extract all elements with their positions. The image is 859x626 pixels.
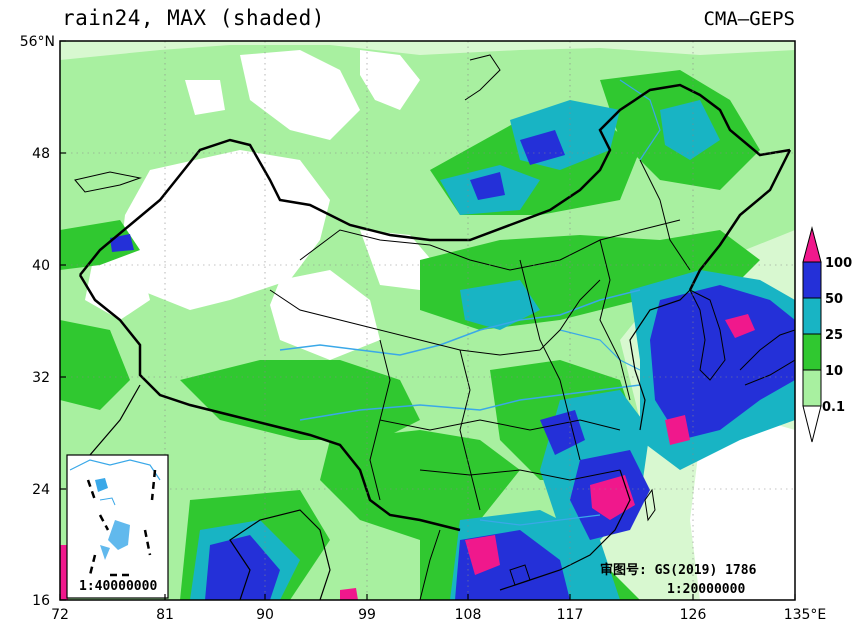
map-frame [59, 40, 796, 601]
graticule [60, 41, 795, 600]
colorbar-segment-50 [802, 261, 822, 299]
colorbar-segment-25 [802, 297, 822, 335]
lon-label: 81 [156, 607, 174, 623]
map-approval-number: 审图号: GS(2019) 1786 [600, 562, 757, 578]
colorbar-label: 50 [825, 292, 843, 307]
lat-label: 40 [32, 258, 50, 274]
colorbar-segment-100plus [802, 226, 822, 263]
lon-label: 117 [557, 607, 584, 623]
lat-label: 32 [32, 370, 50, 386]
colorbar-label: 100 [825, 256, 852, 271]
colorbar-segment-10 [802, 333, 822, 371]
lat-label: 24 [32, 482, 50, 498]
inset-scale-label: 1:40000000 [79, 579, 157, 594]
lon-label: 90 [256, 607, 274, 623]
map-title: rain24, MAX (shaded) [62, 6, 325, 30]
lat-label: 16 [32, 593, 50, 609]
model-source-label: CMA—GEPS [703, 8, 795, 30]
colorbar-label: 25 [825, 328, 843, 343]
lon-label: 126 [680, 607, 707, 623]
rainfall-shading-layer [60, 41, 795, 600]
colorbar-label: 10 [825, 364, 843, 379]
lon-label: 108 [455, 607, 482, 623]
lon-label: 99 [358, 607, 376, 623]
lat-label: 48 [32, 146, 50, 162]
colorbar-label: 0.1 [822, 400, 845, 415]
colorbar-segment-below [802, 405, 822, 443]
axis-ticks [59, 40, 796, 601]
colorbar: 100 50 25 10 0.1 [802, 226, 852, 443]
lon-label: 135°E [784, 607, 827, 623]
map-scale-label: 1:20000000 [667, 582, 745, 597]
south-china-sea-inset: 1:40000000 [66, 454, 169, 599]
lon-label: 72 [51, 607, 69, 623]
colorbar-segment-0-1 [802, 369, 822, 407]
lat-label: 56°N [20, 34, 55, 50]
